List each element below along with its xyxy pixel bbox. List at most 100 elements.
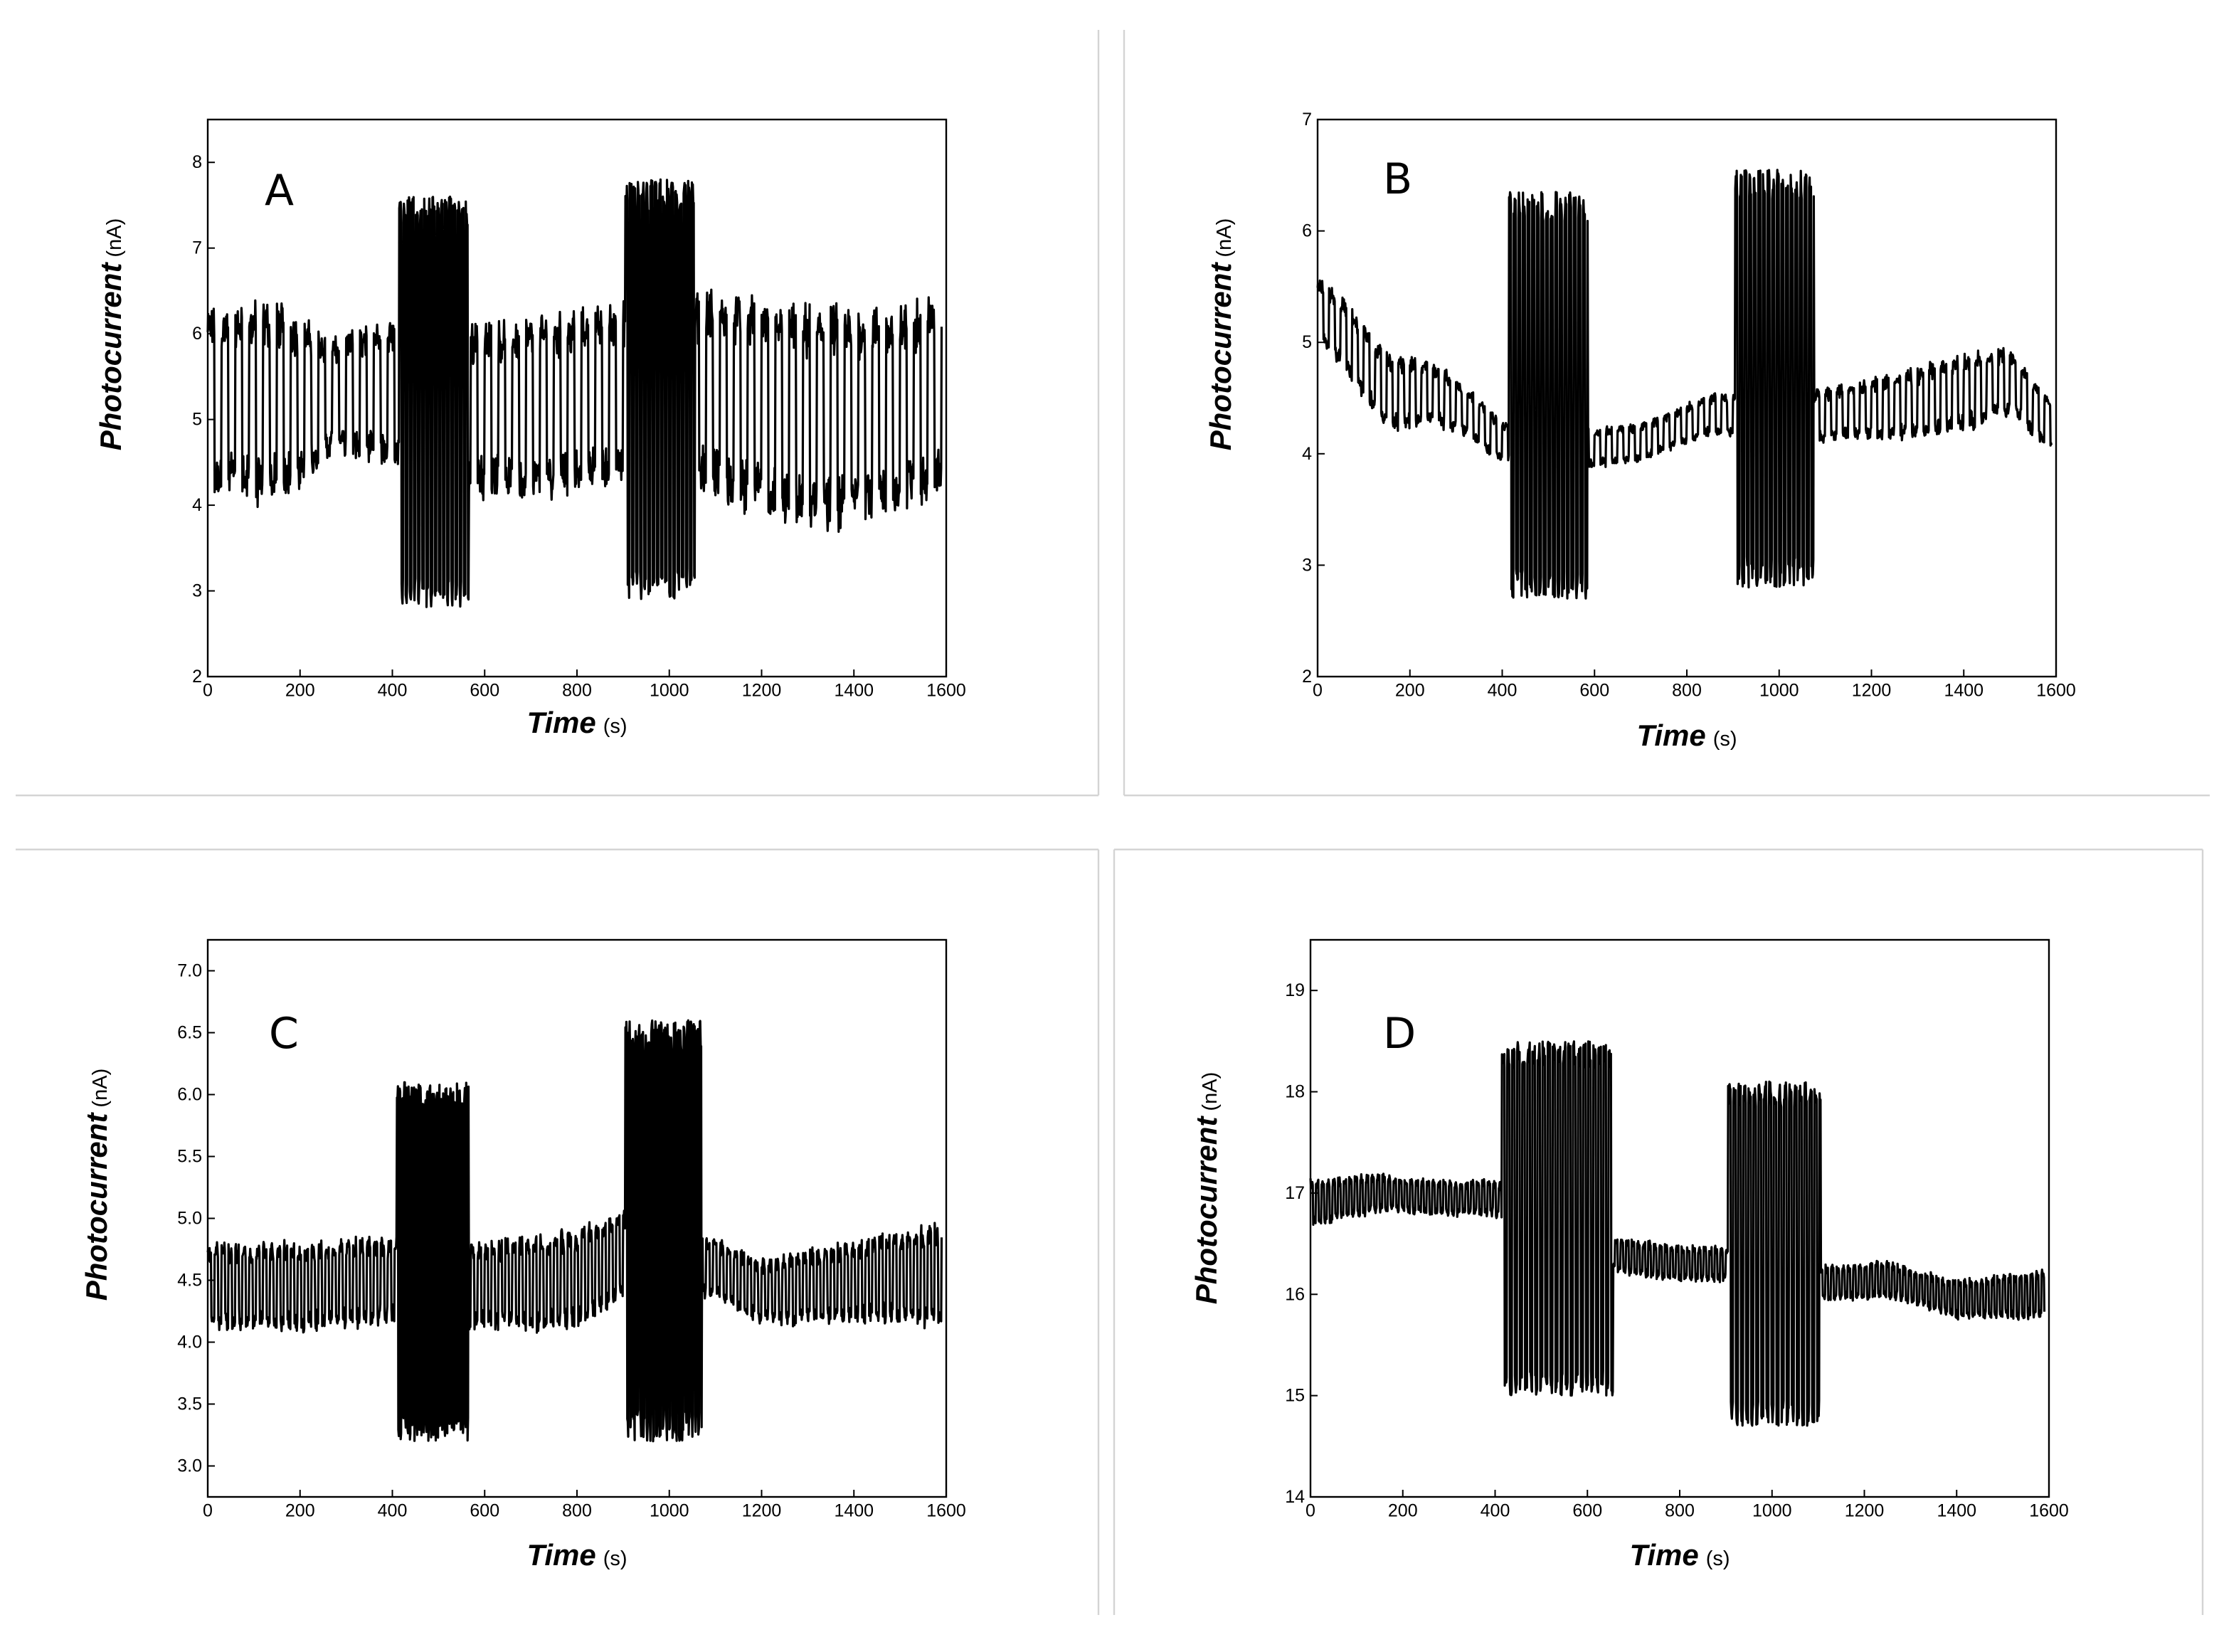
x-tick-label-b: 200	[1395, 681, 1425, 701]
x-tick-label-a: 1200	[742, 681, 782, 701]
x-tick-label-a: 600	[470, 681, 499, 701]
y-tick-label-a: 7	[192, 238, 202, 258]
y-tick-label-d: 14	[1285, 1487, 1305, 1507]
y-tick-label-a: 6	[192, 324, 202, 344]
x-tick-label-d: 400	[1481, 1501, 1510, 1521]
x-tick-label-c: 400	[378, 1501, 408, 1521]
series-line-a-0	[206, 178, 943, 608]
y-tick-label-b: 5	[1302, 332, 1312, 352]
y-tick-label-a: 2	[192, 667, 202, 687]
y-axis-unit-d: (nA)	[1199, 1072, 1222, 1111]
series-line-c-0	[206, 1019, 943, 1443]
y-axis-label-c: Photocurrent (nA)	[80, 1069, 113, 1301]
y-tick-label-c: 5.0	[177, 1209, 202, 1229]
panel-b: 0 200 400 600 800 1000 1200 1400 1600 2 3 4 5 6 7 B Time…	[1204, 110, 2076, 752]
x-axis-unit-a: (s)	[603, 715, 627, 738]
y-tick-label-b: 2	[1302, 667, 1312, 687]
panel-c: 0 200 400 600 800 1000 1200 1400 1600 3.0 3.5 4.0 4.…	[80, 938, 966, 1572]
x-tick-label-d: 1200	[1845, 1501, 1885, 1521]
y-axis-label-a: Photocurrent (nA)	[94, 218, 127, 450]
y-axis-label-b: Photocurrent (nA)	[1204, 218, 1237, 450]
x-tick-label-d: 0	[1306, 1501, 1315, 1521]
x-axis-title-c: Time	[526, 1538, 595, 1572]
x-tick-label-c: 600	[470, 1501, 499, 1521]
series-line-d-0	[1309, 1040, 2046, 1427]
x-axis-title-d: Time	[1629, 1538, 1698, 1572]
y-axis-unit-c: (nA)	[89, 1069, 112, 1108]
y-tick-label-c: 6.0	[177, 1085, 202, 1105]
x-axis-label-c: Time (s)	[526, 1538, 627, 1572]
x-axis-label-a: Time (s)	[526, 706, 627, 739]
x-axis-unit-b: (s)	[1713, 728, 1737, 751]
x-tick-label-b: 600	[1579, 681, 1609, 701]
x-tick-label-a: 1600	[926, 681, 966, 701]
y-tick-label-b: 6	[1302, 221, 1312, 241]
x-tick-label-d: 1000	[1752, 1501, 1792, 1521]
y-axis-title-b: Photocurrent	[1204, 262, 1237, 451]
x-tick-label-d: 200	[1388, 1501, 1418, 1521]
x-tick-label-a: 0	[203, 681, 213, 701]
series-line-b-0	[1316, 169, 2053, 600]
panel-a: 0 200 400 600 800 1000 1200 1400 1600 2 3 4 5 6 7 8 A Tim…	[94, 118, 966, 739]
y-tick-label-d: 19	[1285, 980, 1305, 1000]
x-tick-label-b: 1200	[1852, 681, 1892, 701]
y-tick-label-b: 3	[1302, 555, 1312, 575]
y-tick-label-c: 4.0	[177, 1333, 202, 1352]
x-tick-label-a: 800	[562, 681, 592, 701]
panel-letter-d: D	[1383, 1009, 1416, 1059]
x-tick-label-a: 1000	[650, 681, 689, 701]
y-tick-label-c: 6.5	[177, 1023, 202, 1043]
panel-letter-a: A	[265, 166, 294, 216]
x-axis-unit-c: (s)	[603, 1547, 627, 1570]
y-tick-label-c: 3.5	[177, 1394, 202, 1414]
x-tick-label-c: 1400	[834, 1501, 874, 1521]
x-tick-label-c: 1000	[650, 1501, 689, 1521]
y-tick-label-b: 4	[1302, 444, 1312, 464]
y-tick-label-d: 16	[1285, 1284, 1305, 1304]
y-axis-title-c: Photocurrent	[80, 1112, 113, 1301]
x-tick-label-b: 1400	[1944, 681, 1984, 701]
x-tick-label-d: 1600	[2029, 1501, 2069, 1521]
y-tick-label-d: 15	[1285, 1386, 1305, 1406]
x-tick-label-c: 0	[203, 1501, 213, 1521]
y-axis-label-d: Photocurrent (nA)	[1190, 1072, 1223, 1304]
x-axis-label-b: Time (s)	[1636, 719, 1737, 752]
x-tick-label-c: 1200	[742, 1501, 782, 1521]
y-tick-label-d: 17	[1285, 1183, 1305, 1203]
x-axis-unit-d: (s)	[1706, 1547, 1730, 1570]
y-tick-label-a: 5	[192, 410, 202, 430]
panel-letter-b: B	[1383, 154, 1412, 204]
y-tick-label-c: 5.5	[177, 1147, 202, 1167]
panel-letter-c: C	[269, 1009, 299, 1059]
y-axis-title-a: Photocurrent	[94, 262, 127, 451]
x-tick-label-c: 200	[285, 1501, 315, 1521]
plot-frame-c	[206, 938, 948, 1498]
x-tick-label-a: 400	[378, 681, 408, 701]
x-tick-label-d: 800	[1665, 1501, 1695, 1521]
y-axis-unit-b: (nA)	[1213, 218, 1236, 258]
y-tick-label-c: 3.0	[177, 1456, 202, 1476]
chart-panels: 0 200 400 600 800 1000 1200 1400 16002345678ATim…	[80, 110, 2076, 1572]
y-axis-unit-a: (nA)	[103, 218, 126, 258]
x-tick-label-a: 200	[285, 681, 315, 701]
x-tick-label-a: 1400	[834, 681, 874, 701]
y-axis-title-d: Photocurrent	[1190, 1116, 1223, 1305]
x-tick-label-b: 1600	[2036, 681, 2076, 701]
x-axis-title-b: Time	[1636, 719, 1705, 752]
x-tick-label-b: 0	[1313, 681, 1323, 701]
x-tick-label-b: 400	[1488, 681, 1518, 701]
x-tick-label-d: 1400	[1937, 1501, 1976, 1521]
x-axis-label-d: Time (s)	[1629, 1538, 1730, 1572]
x-tick-label-b: 1000	[1759, 681, 1799, 701]
x-tick-label-c: 1600	[926, 1501, 966, 1521]
y-tick-label-a: 3	[192, 581, 202, 601]
x-tick-label-c: 800	[562, 1501, 592, 1521]
y-tick-label-d: 18	[1285, 1082, 1305, 1102]
y-tick-label-c: 4.5	[177, 1271, 202, 1291]
x-tick-label-d: 600	[1572, 1501, 1602, 1521]
panel-separators	[16, 30, 2210, 1615]
y-tick-label-a: 8	[192, 152, 202, 172]
panel-d: 0 200 400 600 800 1000 1200 1400 1600 14 15 16 17 18 1…	[1190, 938, 2069, 1572]
plot-frame-d	[1309, 938, 2050, 1498]
